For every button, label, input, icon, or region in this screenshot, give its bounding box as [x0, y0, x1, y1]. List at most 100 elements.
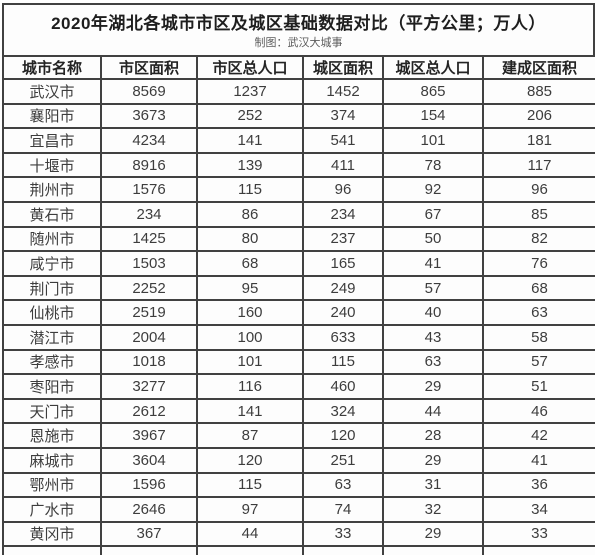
- value-cell: 92: [382, 176, 484, 203]
- city-name-cell: 黄冈市: [2, 520, 102, 548]
- column-header-built-up-area: 建成区面积: [482, 55, 595, 80]
- value-cell: 2612: [100, 397, 198, 425]
- value-cell: 31: [382, 471, 484, 499]
- value-cell: 1452: [302, 78, 384, 105]
- city-name-cell: 咸宁市: [2, 250, 102, 277]
- city-name-cell: 黄石市: [2, 200, 102, 228]
- value-cell: 115: [196, 471, 304, 499]
- value-cell: 101: [382, 127, 484, 154]
- value-cell: 87: [196, 422, 304, 449]
- table-row: 鄂州市 1596 115 63 31 36: [2, 471, 595, 499]
- value-cell: 139: [196, 151, 304, 179]
- value-cell: 42: [482, 422, 595, 449]
- value-cell: 74: [302, 496, 384, 523]
- value-cell: 80: [196, 225, 304, 253]
- column-header-urban-district-area: 市区面积: [100, 55, 198, 80]
- table-row: 荆州市 1576 115 96 92 96: [2, 176, 595, 203]
- empty-cell: [382, 545, 484, 555]
- header-row: 城市名称 市区面积 市区总人口 城区面积 城区总人口 建成区面积: [2, 55, 595, 80]
- table-row: 天门市 2612 141 324 44 46: [2, 397, 595, 425]
- value-cell: 51: [482, 373, 595, 400]
- value-cell: 44: [382, 397, 484, 425]
- value-cell: 40: [382, 299, 484, 326]
- value-cell: 117: [482, 151, 595, 179]
- value-cell: 29: [382, 373, 484, 400]
- value-cell: 82: [482, 225, 595, 253]
- table-row: 武汉市 8569 1237 1452 865 885: [2, 78, 595, 105]
- table-row: 随州市 1425 80 237 50 82: [2, 225, 595, 253]
- value-cell: 95: [196, 274, 304, 302]
- value-cell: 68: [482, 274, 595, 302]
- value-cell: 206: [482, 102, 595, 130]
- value-cell: 78: [382, 151, 484, 179]
- value-cell: 141: [196, 127, 304, 154]
- empty-cell: [100, 545, 198, 555]
- city-name-cell: 宜昌市: [2, 127, 102, 154]
- table-row: 十堰市 8916 139 411 78 117: [2, 151, 595, 179]
- value-cell: 252: [196, 102, 304, 130]
- city-name-cell: 荆门市: [2, 274, 102, 302]
- value-cell: 46: [482, 397, 595, 425]
- city-name-cell: 武汉市: [2, 78, 102, 105]
- table-row: 仙桃市 2519 160 240 40 63: [2, 299, 595, 326]
- value-cell: 249: [302, 274, 384, 302]
- value-cell: 633: [302, 323, 384, 351]
- value-cell: 44: [196, 520, 304, 548]
- table-row: 广水市 2646 97 74 32 34: [2, 496, 595, 523]
- table-row: 宜昌市 4234 141 541 101 181: [2, 127, 595, 154]
- value-cell: 3673: [100, 102, 198, 130]
- value-cell: 2646: [100, 496, 198, 523]
- value-cell: 120: [302, 422, 384, 449]
- table-row: 潜江市 2004 100 633 43 58: [2, 323, 595, 351]
- value-cell: 115: [196, 176, 304, 203]
- credit-line: 制图：武汉大城事: [254, 37, 343, 49]
- city-name-cell: 枣阳市: [2, 373, 102, 400]
- value-cell: 86: [196, 200, 304, 228]
- value-cell: 324: [302, 397, 384, 425]
- value-cell: 63: [482, 299, 595, 326]
- value-cell: 237: [302, 225, 384, 253]
- value-cell: 240: [302, 299, 384, 326]
- table-row: 麻城市 3604 120 251 29 41: [2, 446, 595, 474]
- value-cell: 41: [382, 250, 484, 277]
- value-cell: 67: [382, 200, 484, 228]
- value-cell: 50: [382, 225, 484, 253]
- value-cell: 57: [382, 274, 484, 302]
- table-row: 咸宁市 1503 68 165 41 76: [2, 250, 595, 277]
- value-cell: 367: [100, 520, 198, 548]
- value-cell: 3967: [100, 422, 198, 449]
- value-cell: 115: [302, 348, 384, 376]
- city-name-cell: 广水市: [2, 496, 102, 523]
- value-cell: 58: [482, 323, 595, 351]
- title-block: 2020年湖北各城市市区及城区基础数据对比（平方公里；万人） 制图：武汉大城事: [2, 3, 595, 55]
- value-cell: 33: [482, 520, 595, 548]
- city-name-cell: 天门市: [2, 397, 102, 425]
- value-cell: 43: [382, 323, 484, 351]
- city-name-cell: 鄂州市: [2, 471, 102, 499]
- table-body: 武汉市 8569 1237 1452 865 885 襄阳市 3673 252 374 154 206…: [2, 78, 595, 555]
- value-cell: 1596: [100, 471, 198, 499]
- value-cell: 154: [382, 102, 484, 130]
- value-cell: 8569: [100, 78, 198, 105]
- value-cell: 28: [382, 422, 484, 449]
- value-cell: 541: [302, 127, 384, 154]
- value-cell: 97: [196, 496, 304, 523]
- value-cell: 1018: [100, 348, 198, 376]
- value-cell: 57: [482, 348, 595, 376]
- value-cell: 165: [302, 250, 384, 277]
- value-cell: 120: [196, 446, 304, 474]
- value-cell: 1425: [100, 225, 198, 253]
- column-header-city-area: 城区面积: [302, 55, 384, 80]
- value-cell: 141: [196, 397, 304, 425]
- value-cell: 32: [382, 496, 484, 523]
- page-title: 2020年湖北各城市市区及城区基础数据对比（平方公里；万人）: [51, 14, 546, 33]
- empty-cell: [196, 545, 304, 555]
- value-cell: 76: [482, 250, 595, 277]
- value-cell: 68: [196, 250, 304, 277]
- value-cell: 63: [382, 348, 484, 376]
- value-cell: 374: [302, 102, 384, 130]
- value-cell: 101: [196, 348, 304, 376]
- table-row: 荆门市 2252 95 249 57 68: [2, 274, 595, 302]
- partial-clipped-row: [2, 545, 595, 555]
- empty-cell: [302, 545, 384, 555]
